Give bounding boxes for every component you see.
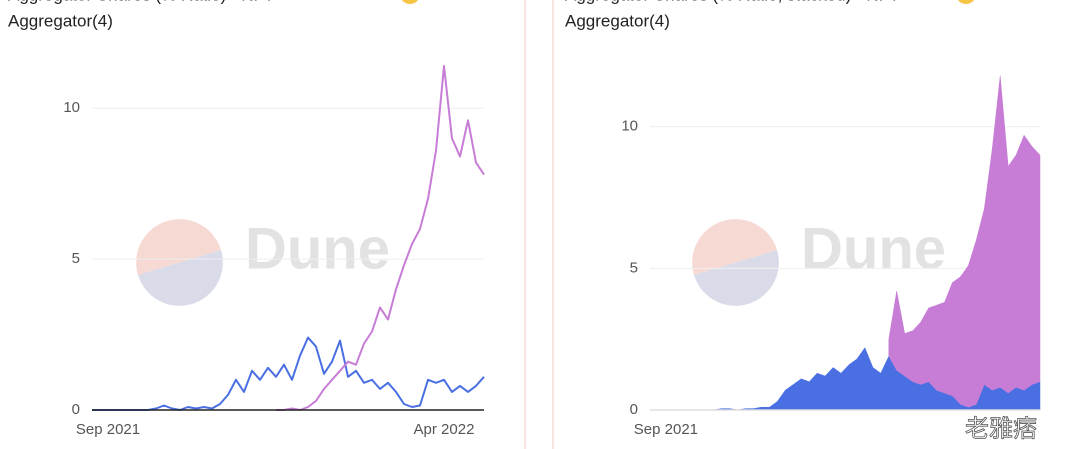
watermark-text: Dune	[801, 216, 946, 281]
chart-title: Aggregator(4)	[565, 11, 670, 30]
channel-watermark: 老雅痞	[965, 415, 1037, 442]
plots: Aggregator Shares (% Ratio) - NFT Aggrega…	[8, 0, 1041, 438]
y-tick-label: 0	[72, 401, 80, 418]
dune-watermark: Dune Dune	[136, 216, 946, 306]
chart-title: Aggregator Shares (% Ratio) - NFT	[8, 0, 274, 4]
y-tick-label: 10	[621, 118, 638, 135]
watermark-text: Dune	[245, 216, 390, 281]
logo	[138, 250, 223, 306]
x-tick-label: Sep 2021	[634, 421, 698, 438]
chart-title: Aggregator Shares (% Ratio, stacked) - N…	[565, 0, 899, 4]
series-area	[888, 75, 1041, 408]
y-tick-label: 0	[630, 401, 638, 418]
x-tick-label: Sep 2021	[76, 421, 140, 438]
logo	[694, 250, 779, 306]
y-tick-label: 10	[63, 99, 80, 116]
author-avatar	[402, 0, 418, 4]
chart-title: Aggregator(4)	[8, 11, 113, 30]
x-tick-label: Apr 2022	[414, 421, 475, 438]
author-avatar	[958, 0, 974, 4]
series-line	[276, 65, 485, 411]
y-tick-label: 5	[72, 250, 80, 267]
logo	[692, 219, 777, 275]
y-tick-label: 5	[630, 259, 638, 276]
series-line	[92, 336, 485, 411]
logo	[136, 219, 221, 275]
